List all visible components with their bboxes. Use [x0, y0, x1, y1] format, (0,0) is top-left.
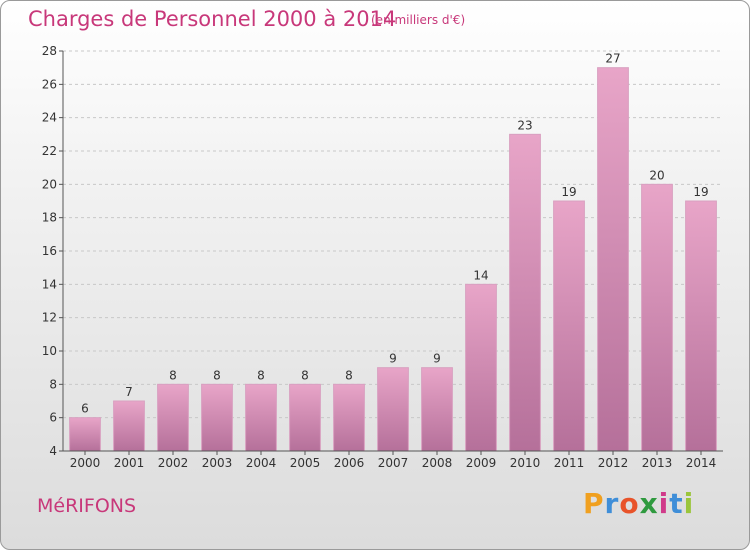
y-tick-label: 8 — [49, 377, 57, 391]
bar — [69, 417, 101, 452]
x-tick-label: 2010 — [510, 456, 541, 470]
y-tick-label: 14 — [42, 277, 57, 291]
bar — [685, 200, 717, 452]
logo-letter: P — [583, 487, 605, 520]
x-tick-label: 2011 — [554, 456, 585, 470]
y-tick-label: 18 — [42, 211, 57, 225]
bar — [465, 283, 497, 452]
bar-value-label: 9 — [433, 352, 441, 366]
bar-value-label: 27 — [605, 52, 620, 66]
proxiti-logo: Proxiti — [583, 487, 694, 520]
x-tick-label: 2012 — [598, 456, 629, 470]
bar-value-label: 14 — [473, 268, 488, 282]
labels: 4 6 8 10 12 14 16 18 20 22 24 26 28 6 2000 7 2001 8 2002 8 2… — [42, 44, 717, 470]
x-tick-label: 2014 — [686, 456, 717, 470]
bar — [245, 383, 277, 452]
bar-value-label: 19 — [693, 185, 708, 199]
x-tick-label: 2005 — [290, 456, 321, 470]
logo-letter: x — [639, 487, 659, 520]
bar — [421, 367, 453, 452]
bar-value-label: 7 — [125, 385, 133, 399]
y-tick-label: 28 — [42, 44, 57, 58]
logo-letter: o — [619, 487, 640, 520]
bar-value-label: 20 — [649, 168, 664, 182]
y-tick-label: 24 — [42, 111, 57, 125]
x-tick-label: 2000 — [70, 456, 101, 470]
y-tick-label: 12 — [42, 311, 57, 325]
y-tick-label: 6 — [49, 411, 57, 425]
logo-letter: i — [683, 487, 695, 520]
bar-value-label: 19 — [561, 185, 576, 199]
bar — [641, 183, 673, 452]
logo-letter: r — [604, 487, 620, 520]
y-tick-label: 20 — [42, 177, 57, 191]
x-tick-label: 2006 — [334, 456, 365, 470]
x-tick-label: 2003 — [202, 456, 233, 470]
y-tick-label: 10 — [42, 344, 57, 358]
x-tick-label: 2004 — [246, 456, 277, 470]
y-tick-label: 22 — [42, 144, 57, 158]
axes — [59, 50, 723, 455]
town-name: MéRIFONS — [37, 495, 137, 517]
bar-value-label: 8 — [257, 368, 265, 382]
bar-value-label: 8 — [169, 368, 177, 382]
bar-value-label: 8 — [345, 368, 353, 382]
y-tick-label: 16 — [42, 244, 57, 258]
bar — [553, 200, 585, 452]
logo-letter: t — [669, 487, 684, 520]
bar — [597, 67, 629, 452]
y-tick-label: 26 — [42, 77, 57, 91]
bar — [377, 367, 409, 452]
bar-value-label: 8 — [301, 368, 309, 382]
bar — [157, 383, 189, 452]
x-tick-label: 2013 — [642, 456, 673, 470]
chart-unit-note: (en milliers d'€) — [371, 13, 466, 27]
bar — [201, 383, 233, 452]
bar — [113, 400, 145, 452]
y-tick-label: 4 — [49, 444, 57, 458]
logo-letter: i — [658, 487, 670, 520]
x-tick-label: 2009 — [466, 456, 497, 470]
x-tick-label: 2008 — [422, 456, 453, 470]
chart-title: Charges de Personnel 2000 à 2014 — [28, 7, 397, 31]
bar — [509, 133, 541, 452]
bar — [333, 383, 365, 452]
bar-value-label: 9 — [389, 352, 397, 366]
x-tick-label: 2007 — [378, 456, 409, 470]
bar-value-label: 6 — [81, 402, 89, 416]
bar — [289, 383, 321, 452]
bar-value-label: 8 — [213, 368, 221, 382]
x-tick-label: 2002 — [158, 456, 189, 470]
x-tick-label: 2001 — [114, 456, 145, 470]
bars — [69, 67, 717, 452]
bar-value-label: 23 — [517, 118, 532, 132]
